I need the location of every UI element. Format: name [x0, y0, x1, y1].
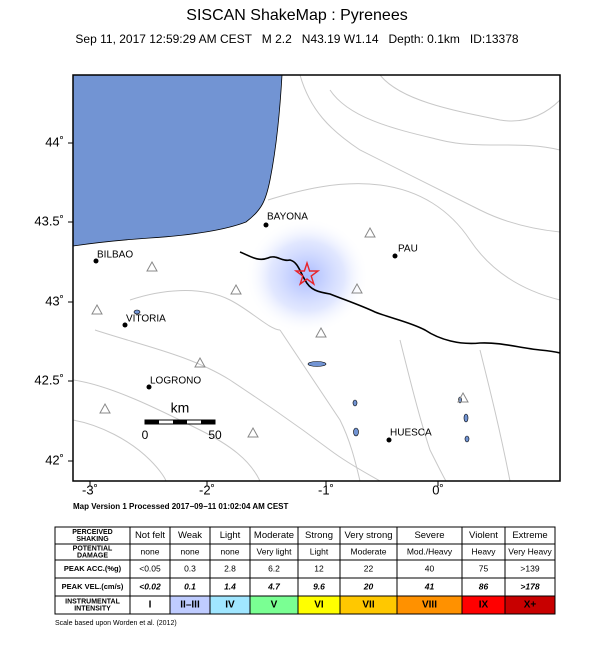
row-label: PEAK ACC.(%g) — [64, 564, 122, 573]
map — [73, 75, 560, 481]
table-text: 0.1 — [184, 581, 196, 591]
footnote: Scale based upon Worden et al. (2012) — [55, 620, 177, 627]
y-tick-label: 43.5˚ — [34, 213, 64, 228]
table-text: 40 — [425, 563, 435, 573]
scale-unit: km — [171, 400, 190, 416]
city-label: BILBAO — [97, 250, 133, 261]
row-label: DAMAGE — [77, 552, 108, 559]
row-label: PERCEIVED — [72, 529, 112, 536]
table-text: Violent — [469, 530, 498, 541]
x-tick-label: -3˚ — [82, 482, 98, 497]
city-label: BAYONA — [267, 212, 308, 223]
city-label: VITORIA — [126, 314, 166, 325]
row-label: INSTRUMENTAL — [65, 598, 120, 605]
table-text: IX — [479, 600, 489, 611]
table-text: none — [221, 546, 240, 556]
table-text: Severe — [414, 530, 444, 541]
table-text: I — [149, 600, 152, 611]
city-marker — [386, 437, 392, 443]
x-tick-label: 0˚ — [432, 482, 444, 497]
table-text: Moderate — [351, 546, 387, 556]
table-text: Mod./Heavy — [407, 546, 453, 556]
x-tick-label: -2˚ — [199, 482, 215, 497]
map-frame — [72, 74, 561, 482]
table-text: Moderate — [254, 530, 294, 541]
title: SISCAN ShakeMap : Pyrenees — [186, 7, 407, 24]
table-text: VIII — [422, 600, 437, 611]
table-text: 6.2 — [268, 563, 280, 573]
table-text: Weak — [178, 530, 202, 541]
row-label: PEAK VEL.(cm/s) — [62, 582, 124, 591]
table-text: >178 — [520, 581, 539, 591]
table-text: 2.8 — [224, 563, 236, 573]
y-tick-label: 43˚ — [45, 293, 64, 308]
table-text: 12 — [314, 563, 324, 573]
table-text: VII — [362, 600, 374, 611]
row-label: SHAKING — [76, 536, 109, 543]
table-cell — [504, 595, 556, 615]
table-text: Strong — [305, 530, 333, 541]
table-text: IV — [225, 600, 235, 611]
table-text: 22 — [364, 563, 374, 573]
x-tick-label: -1˚ — [318, 482, 334, 497]
city-marker — [122, 322, 128, 328]
table-text: 9.6 — [313, 581, 325, 591]
city-label: PAU — [398, 244, 418, 255]
table-text: <0.05 — [139, 563, 161, 573]
table-text: 20 — [363, 581, 374, 591]
table-text: VI — [314, 600, 324, 611]
table-text: Very Heavy — [508, 546, 552, 556]
table-text: Not felt — [135, 530, 165, 541]
stations — [91, 226, 469, 438]
city-marker — [146, 384, 152, 390]
sea — [73, 75, 283, 247]
table-text: >139 — [520, 563, 539, 573]
table-text: V — [271, 600, 278, 611]
table-text: 86 — [479, 581, 489, 591]
table-text: Light — [220, 530, 241, 541]
epicenter — [293, 260, 321, 286]
table-text: Light — [310, 546, 329, 556]
city-label: HUESCA — [390, 428, 432, 439]
row-label: POTENTIAL — [73, 545, 113, 552]
y-tick-label: 42˚ — [45, 452, 64, 467]
scale-tick: 0 — [142, 428, 149, 442]
table-text: Extreme — [512, 530, 547, 541]
subtitle: Sep 11, 2017 12:59:29 AM CEST M 2.2 N43.… — [75, 32, 518, 46]
table-text: Heavy — [471, 546, 496, 556]
table-text: none — [181, 546, 200, 556]
table-text: 1.4 — [224, 581, 236, 591]
shaking-halo — [245, 218, 369, 334]
table-text: Very strong — [344, 530, 392, 541]
table-text: 75 — [479, 563, 489, 573]
table-text: 41 — [424, 581, 435, 591]
table-text: 4.7 — [267, 581, 281, 591]
scale-bar: km 0 50 — [142, 400, 222, 442]
y-tick-label: 44˚ — [45, 134, 64, 149]
city-marker — [392, 253, 398, 259]
y-tick-label: 42.5˚ — [34, 372, 64, 387]
row-label: INTENSITY — [74, 605, 111, 612]
border — [239, 251, 560, 354]
table-text: Very light — [257, 546, 293, 556]
city-marker — [263, 222, 269, 228]
table-text: 0.3 — [184, 563, 196, 573]
table-text: none — [141, 546, 160, 556]
table-text: <0.02 — [139, 581, 161, 591]
scale-tick: 50 — [208, 428, 222, 442]
city-marker — [93, 258, 99, 264]
city-label: LOGRONO — [150, 376, 201, 387]
table-text: II–III — [180, 600, 200, 611]
rivers — [73, 75, 560, 481]
caption: Map Version 1 Processed 2017−09−11 01:02… — [73, 502, 288, 511]
table-text: X+ — [524, 600, 537, 611]
